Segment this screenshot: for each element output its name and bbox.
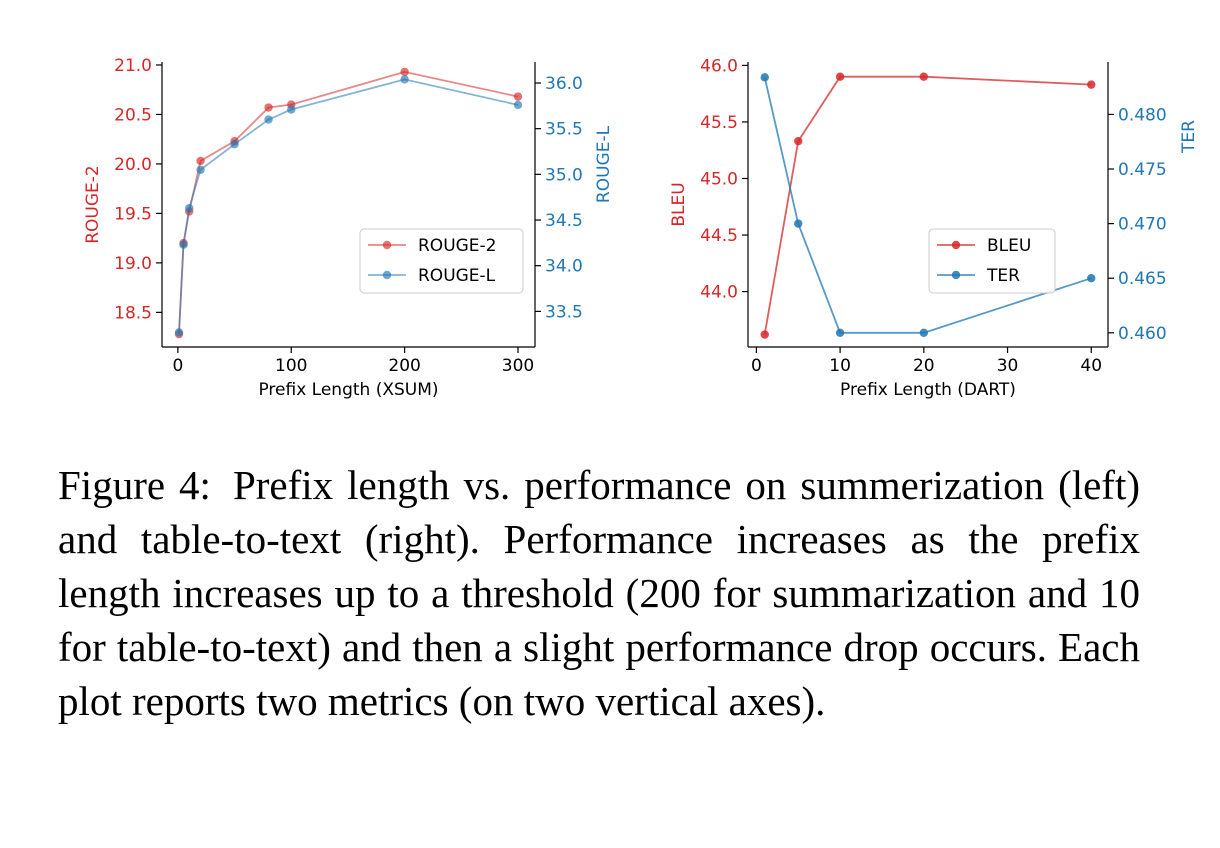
legend-marker bbox=[382, 240, 392, 250]
y-left-tick-label: 19.0 bbox=[114, 254, 152, 274]
data-point-rouge-l bbox=[185, 203, 194, 213]
y-left-tick-label: 44.5 bbox=[700, 226, 738, 246]
y-left-tick-label: 45.0 bbox=[700, 169, 738, 189]
y-left-tick-label: 21.0 bbox=[114, 56, 152, 76]
data-point-ter bbox=[1087, 274, 1096, 283]
series-line-rouge-2 bbox=[178, 70, 519, 335]
data-point-ter bbox=[835, 328, 845, 338]
legend-marker bbox=[951, 240, 961, 250]
y-right-tick-label: 0.470 bbox=[1118, 215, 1167, 235]
y-left-tick-label: 46.0 bbox=[700, 56, 738, 76]
series-line-rouge-l bbox=[178, 78, 519, 333]
data-point-rouge-2 bbox=[513, 92, 523, 101]
legend-marker bbox=[951, 270, 961, 280]
legend-entry: ROUGE-2 bbox=[418, 236, 497, 256]
series-line-ter bbox=[763, 77, 1092, 334]
y-right-tick-label: 35.0 bbox=[545, 165, 583, 185]
data-point-rouge-l bbox=[287, 105, 296, 114]
legend: ROUGE-2 ROUGE-L bbox=[359, 228, 524, 294]
legend-entry: TER bbox=[986, 266, 1020, 286]
y-left-tick-label: 18.5 bbox=[114, 303, 152, 323]
x-tick-label: 0 bbox=[172, 356, 183, 376]
x-tick-label: 40 bbox=[1080, 356, 1102, 376]
legend-entry: ROUGE-L bbox=[418, 266, 496, 286]
y-right-tick-label: 0.460 bbox=[1118, 324, 1167, 344]
data-point-rouge-l bbox=[230, 140, 239, 149]
data-point-bleu bbox=[760, 330, 769, 339]
chart-1: 0 100 200 300 Prefix Length (XSUM) 21.0 20.5 20… bbox=[83, 56, 614, 400]
y-right-tick-label: 35.5 bbox=[545, 120, 583, 140]
legend-marker bbox=[382, 270, 392, 280]
x-tick-label: 0 bbox=[751, 356, 762, 376]
caption-label: Figure 4: bbox=[58, 462, 211, 508]
y-right-tick-label: 0.475 bbox=[1118, 160, 1167, 180]
y-right-tick-label: 0.465 bbox=[1118, 269, 1167, 289]
data-point-rouge-l bbox=[513, 100, 523, 110]
y-right-tick-label: 36.0 bbox=[545, 74, 583, 94]
series-line-bleu bbox=[763, 75, 1092, 335]
legend-entry: BLEU bbox=[987, 236, 1031, 256]
y-right-axis-label: ROUGE-L bbox=[594, 125, 614, 203]
y-right-tick-label: 34.0 bbox=[545, 257, 583, 277]
data-point-ter bbox=[919, 328, 929, 338]
data-point-bleu bbox=[1087, 80, 1096, 89]
x-tick-label: 30 bbox=[997, 356, 1019, 376]
data-point-rouge-2 bbox=[264, 103, 273, 112]
x-tick-label: 10 bbox=[829, 356, 851, 376]
data-point-rouge-l bbox=[196, 165, 205, 174]
y-left-tick-label: 19.5 bbox=[114, 204, 152, 224]
figure-caption: Figure 4: Prefix length vs. performance o… bbox=[58, 458, 1140, 728]
data-point-rouge-l bbox=[179, 240, 188, 249]
data-point-rouge-l bbox=[264, 115, 273, 124]
data-point-bleu bbox=[794, 136, 803, 146]
y-left-axis-label: BLEU bbox=[669, 182, 689, 226]
y-right-tick-label: 33.5 bbox=[545, 302, 583, 322]
x-axis-label: Prefix Length (DART) bbox=[840, 380, 1016, 400]
y-left-tick-label: 45.5 bbox=[700, 113, 738, 133]
y-right-tick-label: 0.480 bbox=[1118, 105, 1167, 125]
caption-text: Prefix length vs. performance on summer­… bbox=[58, 462, 1141, 724]
data-point-rouge-l bbox=[174, 328, 184, 337]
x-axis-label: Prefix Length (XSUM) bbox=[258, 380, 438, 400]
y-right-axis-label: TER bbox=[1179, 120, 1199, 154]
data-point-bleu bbox=[919, 72, 929, 81]
x-tick-label: 20 bbox=[913, 356, 935, 376]
legend: BLEU TER bbox=[928, 228, 1056, 294]
y-left-tick-label: 44.0 bbox=[700, 283, 738, 303]
data-point-ter bbox=[760, 73, 769, 82]
x-tick-label: 200 bbox=[388, 356, 420, 376]
x-tick-label: 100 bbox=[275, 356, 307, 376]
y-left-tick-label: 20.0 bbox=[114, 155, 152, 175]
figure: 0 100 200 300 Prefix Length (XSUM) 21.0 20.5 20… bbox=[0, 0, 1220, 420]
y-left-axis-label: ROUGE-2 bbox=[83, 165, 103, 244]
x-tick-label: 300 bbox=[502, 356, 534, 376]
data-point-rouge-l bbox=[400, 75, 409, 84]
data-point-ter bbox=[794, 219, 803, 228]
chart-2: 0 10 20 30 40 Prefix Length (DART) 46.0 45.5 45.… bbox=[669, 56, 1199, 400]
y-right-tick-label: 34.5 bbox=[545, 211, 583, 231]
data-point-rouge-2 bbox=[196, 156, 205, 166]
data-point-rouge-2 bbox=[400, 67, 409, 77]
y-left-tick-label: 20.5 bbox=[114, 105, 152, 125]
data-point-bleu bbox=[835, 72, 845, 81]
